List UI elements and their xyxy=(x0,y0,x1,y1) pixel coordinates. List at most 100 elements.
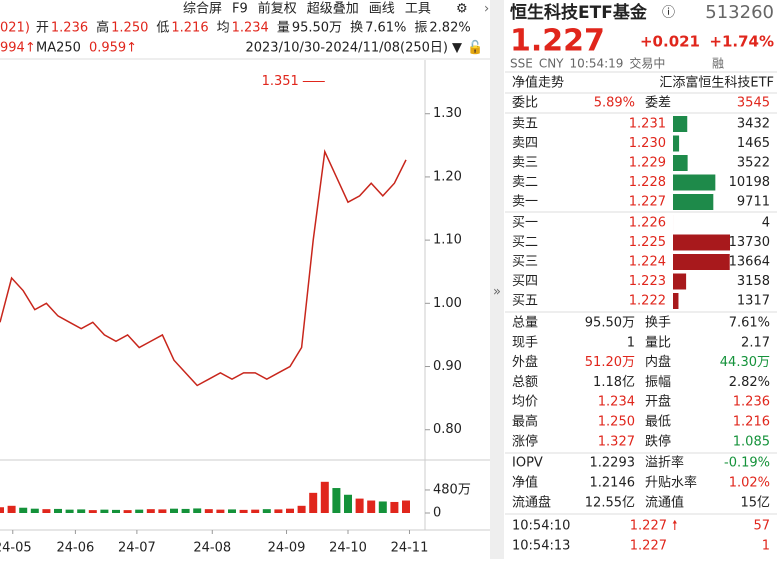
volume-bar xyxy=(228,509,236,513)
stat-label: 现手 xyxy=(512,335,538,350)
divider xyxy=(490,0,504,559)
stat-value: 44.30万 xyxy=(720,355,770,370)
book-bar xyxy=(673,293,678,309)
volume-bar xyxy=(402,501,410,513)
y-tick-label: 0 xyxy=(433,506,441,521)
stat-value: 1.2146 xyxy=(590,476,636,491)
toolbar-item[interactable]: 画线 xyxy=(369,2,395,17)
book-bar xyxy=(673,155,688,171)
price-line xyxy=(0,152,406,386)
volume-bar xyxy=(0,507,4,513)
stat-value: 1.085 xyxy=(733,434,770,449)
menu[interactable]: ▼ xyxy=(452,41,462,56)
stat-label: 总量 xyxy=(512,316,538,331)
quote-label: 量 xyxy=(277,21,290,36)
tick-price: 1.227 xyxy=(630,539,667,554)
tick-volume: 1 xyxy=(762,539,770,554)
book-price: 1.222 xyxy=(629,294,666,309)
book-price: 1.227 xyxy=(629,195,666,210)
tick-volume: 57 xyxy=(753,519,770,534)
toolbar-item[interactable]: 超级叠加 xyxy=(307,2,359,17)
tick-time: 10:54:13 xyxy=(512,539,570,554)
book-price: 1.224 xyxy=(629,255,666,270)
x-tick-label: 24-08 xyxy=(193,541,231,556)
status: 10:54:19 xyxy=(570,57,624,71)
y-tick-label: 1.10 xyxy=(433,233,462,248)
volume-bar xyxy=(112,510,120,513)
stat-value: 1.02% xyxy=(729,476,770,491)
stat-label: 量比 xyxy=(645,335,671,350)
toolbar-item[interactable]: 前复权 xyxy=(258,1,297,17)
info-icon[interactable]: ⓘ xyxy=(662,6,675,21)
stat-label: 振幅 xyxy=(645,375,671,390)
gear-icon[interactable]: ⚙ xyxy=(456,2,468,17)
quote-label: 均 xyxy=(217,21,230,36)
volume-bar xyxy=(8,506,16,513)
quote-label: 高 xyxy=(96,20,109,36)
quote-value: 95.50万 xyxy=(292,21,342,36)
ratio-value: 5.89% xyxy=(594,96,635,111)
volume-bar xyxy=(263,509,271,513)
stat-label: 开盘 xyxy=(645,394,671,410)
stat-label: 升贴水率 xyxy=(645,475,697,491)
volume-bar xyxy=(135,510,143,513)
x-tick-label: 24-05 xyxy=(0,541,32,556)
stat-label: 最低 xyxy=(645,415,671,430)
book-label: 卖四 xyxy=(512,136,538,151)
change-pct: +1.74% xyxy=(709,33,774,51)
volume-bar xyxy=(274,509,282,513)
book-price: 1.230 xyxy=(629,136,666,151)
volume-bar xyxy=(216,510,224,513)
y-tick-label: 0.80 xyxy=(433,422,462,437)
volume-bar xyxy=(170,509,178,513)
book-label: 卖五 xyxy=(512,117,538,132)
toolbar-item[interactable]: 综合屏 xyxy=(183,2,222,17)
ratio-label: 委比 xyxy=(512,96,538,111)
diff-label: 委差 xyxy=(645,96,671,111)
margin-tag: 融 xyxy=(712,57,724,71)
volume-bar xyxy=(66,510,74,513)
quote-prefix: 021) xyxy=(0,21,30,36)
book-label: 买五 xyxy=(512,294,538,309)
x-tick-label: 24-06 xyxy=(57,541,95,556)
book-price: 1.226 xyxy=(629,216,666,231)
stat-value: 15亿 xyxy=(740,496,770,511)
stat-value: 1 xyxy=(627,335,635,350)
peak-label: 1.351 xyxy=(262,74,299,89)
toolbar-item[interactable]: 工具 xyxy=(405,2,431,17)
book-price: 1.228 xyxy=(629,175,666,190)
nav-link[interactable]: 净值走势 xyxy=(512,75,564,91)
arrow[interactable]: › xyxy=(484,2,489,17)
book-volume: 9711 xyxy=(737,195,770,210)
volume-bar xyxy=(54,509,62,513)
lock-icon[interactable]: 🔓 xyxy=(467,40,483,56)
stat-value: 2.82% xyxy=(729,375,770,390)
stat-value: 51.20万 xyxy=(585,355,635,370)
book-volume: 1465 xyxy=(737,136,770,151)
tick-time: 10:54:10 xyxy=(512,519,570,534)
toolbar-item[interactable]: F9 xyxy=(232,2,248,17)
date-range[interactable]: 2023/10/30-2024/11/08(250日) xyxy=(245,41,448,56)
book-bar xyxy=(673,136,679,152)
volume-bar xyxy=(42,509,50,513)
stat-value: 1.216 xyxy=(733,415,770,430)
x-tick-label: 24-07 xyxy=(118,541,156,556)
up-arrow: 🠕 xyxy=(672,519,678,534)
book-bar xyxy=(673,175,715,191)
stat-label: 涨停 xyxy=(512,433,538,449)
book-bar xyxy=(673,116,687,132)
collapse[interactable]: » xyxy=(493,285,501,300)
price: 1.227 xyxy=(510,24,605,59)
quote-label: 低 xyxy=(156,21,169,36)
book-volume: 3432 xyxy=(737,117,770,132)
stat-value: 2.17 xyxy=(741,335,770,350)
stat-value: 12.55亿 xyxy=(585,496,635,511)
ma-value: 0.959↑ xyxy=(89,41,137,56)
title: 恒生科技ETF基金 xyxy=(510,2,648,23)
book-label: 买四 xyxy=(512,274,538,289)
stat-value: 1.327 xyxy=(598,434,635,449)
book-label: 买三 xyxy=(512,255,538,270)
volume-bar xyxy=(182,509,190,513)
book-price: 1.223 xyxy=(629,274,666,289)
